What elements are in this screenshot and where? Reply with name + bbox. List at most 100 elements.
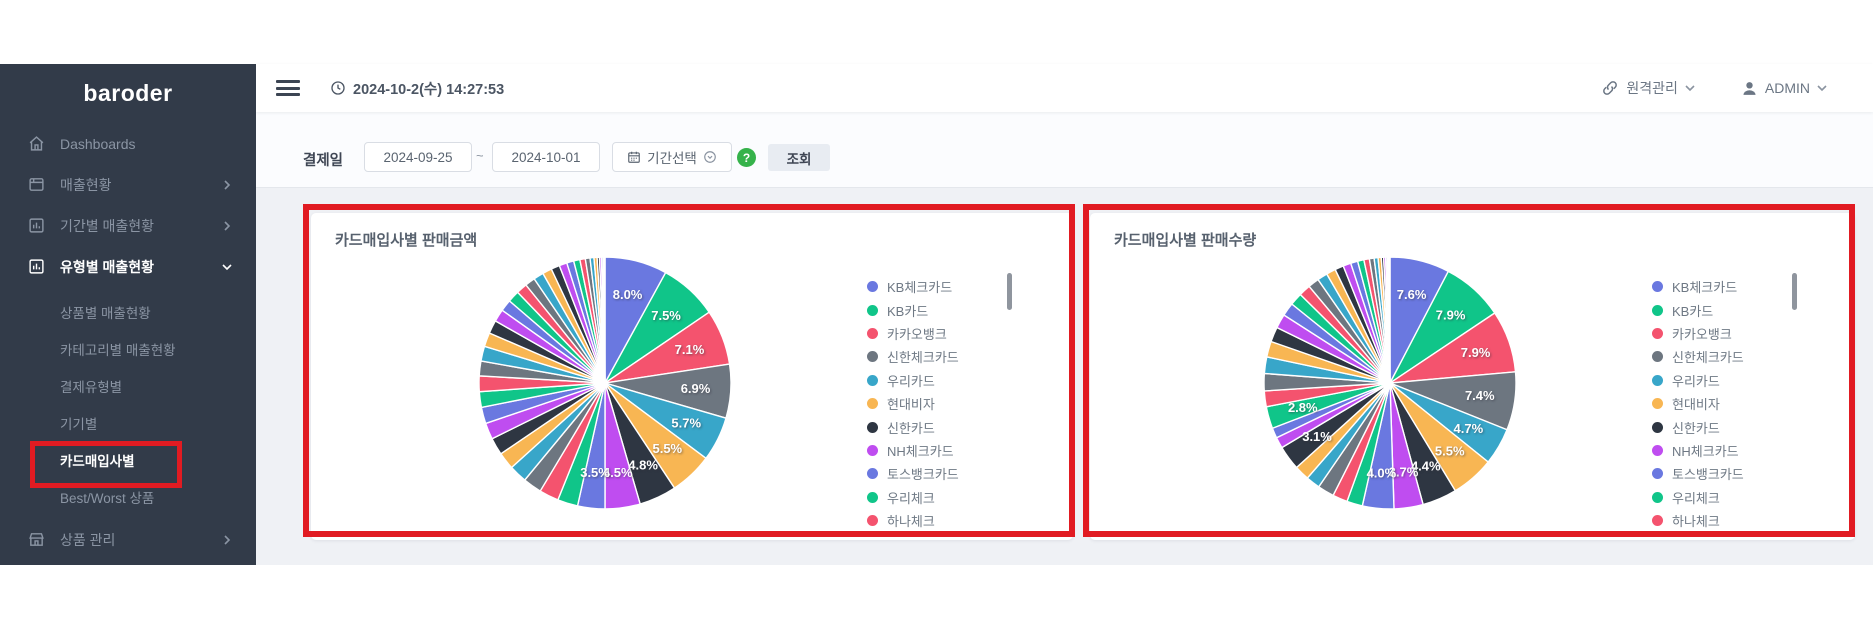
legend-color-dot	[1652, 421, 1663, 433]
pie-slice-label: 5.5%	[1435, 443, 1465, 458]
legend-item-카카오뱅크[interactable]: 카카오뱅크	[867, 322, 959, 345]
main-content: 결제일 ~ 기간선택 ? 조회 카드매입사별 판매금액 8.0% 7.5% 7.1%…	[256, 112, 1873, 565]
legend-item-KB체크카드[interactable]: KB체크카드	[867, 275, 959, 298]
legend-color-dot	[1652, 444, 1663, 456]
sidebar-subitem-best-worst[interactable]: Best/Worst 상품	[0, 478, 256, 515]
legend-color-dot	[1652, 351, 1663, 363]
pie-slice[interactable]	[603, 256, 606, 384]
sidebar-item-period-sales[interactable]: 기간별 매출현황	[0, 205, 256, 246]
legend-item-하나체크[interactable]: 하나체크	[867, 509, 959, 532]
sidebar-item-label: 매출현황	[60, 176, 112, 193]
pie-slice-label: 7.6%	[1397, 287, 1427, 302]
legend-item-카카오뱅크[interactable]: 카카오뱅크	[1652, 322, 1744, 345]
legend-color-dot	[867, 421, 878, 433]
legend-item-신한카드[interactable]: 신한카드	[867, 415, 959, 438]
legend-color-dot	[867, 304, 878, 316]
legend-color-dot	[867, 374, 878, 386]
sidebar-subitem-label: Best/Worst 상품	[60, 490, 155, 506]
pie-slice-label: 4.7%	[1454, 421, 1484, 436]
chevron-down-icon	[1817, 85, 1827, 92]
sidebar-subitem-product-sales[interactable]: 상품별 매출현황	[0, 293, 256, 330]
legend-item-KB카드[interactable]: KB카드	[867, 298, 959, 321]
period-select-label: 기간선택	[647, 151, 697, 166]
legend-label: KB체크카드	[887, 280, 953, 296]
pie-slice-label: 3.5%	[580, 465, 610, 480]
home-icon	[29, 136, 44, 151]
legend-item-토스뱅크카드[interactable]: 토스뱅크카드	[1652, 462, 1744, 485]
chart-card-sales-quantity: 카드매입사별 판매수량 7.6% 7.9% 7.9% 7.4% 4.7% 5.5% 4.4%…	[1090, 213, 1855, 540]
legend-label: 우리카드	[887, 373, 935, 389]
sidebar-subitem-category-sales[interactable]: 카테고리별 매출현황	[0, 330, 256, 367]
date-range-tilde: ~	[476, 148, 484, 163]
legend-item-우리체크[interactable]: 우리체크	[1652, 486, 1744, 509]
legend-item-현대비자[interactable]: 현대비자	[1652, 392, 1744, 415]
menu-toggle-button[interactable]	[276, 80, 300, 96]
store-icon	[29, 533, 44, 546]
pie-slice-label: 2.8%	[1288, 400, 1318, 415]
legend-color-dot	[1652, 327, 1663, 339]
legend-item-토스뱅크카드[interactable]: 토스뱅크카드	[867, 462, 959, 485]
pie-chart-sales-quantity: 7.6% 7.9% 7.9% 7.4% 4.7% 5.5%4.4%3.7%4.0% 3.1%…	[1263, 256, 1517, 510]
legend-color-dot	[867, 468, 878, 480]
sidebar-item-sales-status[interactable]: 매출현황	[0, 164, 256, 205]
datetime-display: 2024-10-2(수) 14:27:53	[330, 78, 504, 99]
sidebar-subitem-label: 상품별 매출현황	[60, 305, 151, 321]
legend-item-KB체크카드[interactable]: KB체크카드	[1652, 275, 1744, 298]
pie-slice[interactable]	[1388, 256, 1391, 384]
sidebar-item-type-sales[interactable]: 유형별 매출현황	[0, 246, 256, 287]
legend-item-NH체크카드[interactable]: NH체크카드	[1652, 439, 1744, 462]
sidebar-subitem-card-acquirer[interactable]: 카드매입사별	[0, 441, 256, 478]
legend-item-우리카드[interactable]: 우리카드	[867, 369, 959, 392]
pie-slice-label: 3.7%	[1389, 465, 1419, 480]
remote-management-menu[interactable]: 원격관리	[1601, 78, 1695, 98]
chevron-down-icon	[1685, 85, 1695, 92]
legend-item-신한체크카드[interactable]: 신한체크카드	[1652, 345, 1744, 368]
legend-label: 토스뱅크카드	[887, 467, 959, 483]
legend-label: 현대비자	[1672, 397, 1720, 413]
pie-slice-label: 6.9%	[681, 381, 711, 396]
legend-color-dot	[1652, 468, 1663, 480]
legend-scrollbar[interactable]	[1007, 273, 1012, 310]
legend-item-신한카드[interactable]: 신한카드	[1652, 415, 1744, 438]
remote-management-label: 원격관리	[1626, 80, 1678, 96]
legend-color-dot	[867, 444, 878, 456]
legend-color-dot	[867, 281, 878, 293]
search-button[interactable]: 조회	[768, 144, 830, 171]
pie-slice-label: 3.1%	[1302, 429, 1332, 444]
legend-label: NH체크카드	[1672, 443, 1739, 459]
sidebar-item-product-mgmt[interactable]: 상품 관리	[0, 519, 256, 560]
pie-slice-label: 7.9%	[1461, 345, 1491, 360]
sidebar-subitem-label: 결제유형별	[60, 379, 123, 395]
legend-color-dot	[1652, 374, 1663, 386]
legend-item-NH체크카드[interactable]: NH체크카드	[867, 439, 959, 462]
legend-label: KB카드	[887, 303, 929, 319]
legend-item-KB카드[interactable]: KB카드	[1652, 298, 1744, 321]
period-select-button[interactable]: 기간선택	[612, 142, 732, 172]
sidebar-item-label: 유형별 매출현황	[60, 258, 155, 275]
chart-title: 카드매입사별 판매수량	[1114, 232, 1257, 249]
chevron-down-circle-icon	[704, 151, 716, 163]
sidebar-subitem-payment-type[interactable]: 결제유형별	[0, 367, 256, 404]
pie-slice-label: 7.4%	[1465, 388, 1495, 403]
pie-chart-sales-amount: 8.0% 7.5% 7.1% 6.9% 5.7% 5.5%4.8%4.5%3.5%	[478, 256, 732, 510]
legend-item-우리카드[interactable]: 우리카드	[1652, 369, 1744, 392]
sidebar-item-label: Dashboards	[60, 135, 136, 152]
legend-label: 우리카드	[1672, 373, 1720, 389]
sidebar-subitem-device[interactable]: 기기별	[0, 404, 256, 441]
legend-label: 신한카드	[887, 420, 935, 436]
legend-item-현대비자[interactable]: 현대비자	[867, 392, 959, 415]
legend-scrollbar[interactable]	[1792, 273, 1797, 310]
legend-label: 신한체크카드	[1672, 350, 1744, 366]
date-from-input[interactable]	[364, 142, 472, 172]
date-to-input[interactable]	[492, 142, 600, 172]
admin-user-menu[interactable]: ADMIN	[1741, 80, 1827, 97]
legend-item-신한체크카드[interactable]: 신한체크카드	[867, 345, 959, 368]
chart-card-sales-amount: 카드매입사별 판매금액 8.0% 7.5% 7.1% 6.9% 5.7% 5.5% 4.8%…	[311, 213, 1073, 540]
help-button[interactable]: ?	[737, 148, 756, 167]
legend-item-하나체크[interactable]: 하나체크	[1652, 509, 1744, 532]
legend-item-우리체크[interactable]: 우리체크	[867, 486, 959, 509]
pie-slice-label: 4.4%	[1411, 458, 1441, 473]
sidebar-item-dashboards[interactable]: Dashboards	[0, 123, 256, 164]
